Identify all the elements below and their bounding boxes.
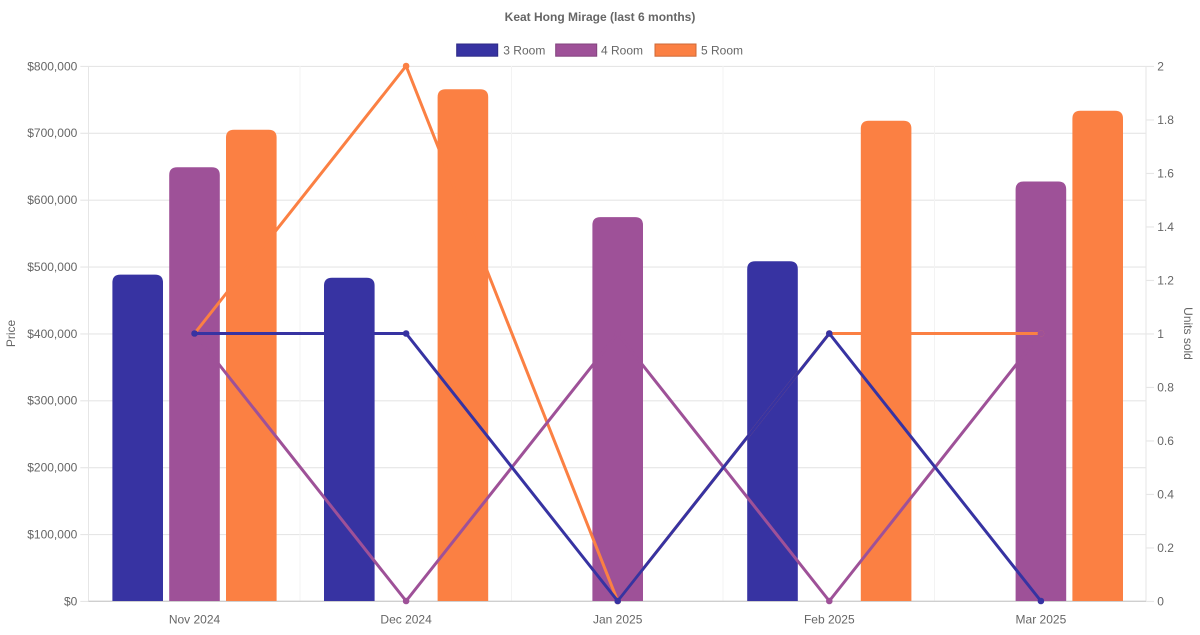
svg-text:$400,000: $400,000 (27, 327, 77, 341)
svg-text:1: 1 (1157, 327, 1164, 341)
svg-text:1.8: 1.8 (1157, 113, 1174, 127)
svg-text:2: 2 (1157, 59, 1164, 73)
svg-text:1.4: 1.4 (1157, 220, 1174, 234)
svg-text:0.4: 0.4 (1157, 487, 1174, 501)
svg-text:Mar 2025: Mar 2025 (1016, 613, 1067, 627)
svg-text:Jan 2025: Jan 2025 (593, 613, 643, 627)
svg-text:Feb 2025: Feb 2025 (804, 613, 855, 627)
svg-text:1.2: 1.2 (1157, 273, 1174, 287)
svg-text:Units sold: Units sold (1181, 307, 1195, 360)
svg-text:$200,000: $200,000 (27, 461, 77, 475)
svg-text:0.2: 0.2 (1157, 541, 1174, 555)
svg-text:Keat Hong Mirage (last 6 month: Keat Hong Mirage (last 6 months) (505, 10, 696, 24)
svg-text:Price: Price (4, 320, 18, 348)
svg-text:$0: $0 (64, 594, 78, 608)
svg-text:0.8: 0.8 (1157, 380, 1174, 394)
svg-text:$100,000: $100,000 (27, 527, 77, 541)
svg-text:0.6: 0.6 (1157, 434, 1174, 448)
svg-text:$300,000: $300,000 (27, 394, 77, 408)
svg-text:Dec 2024: Dec 2024 (380, 613, 432, 627)
svg-text:3 Room: 3 Room (503, 43, 545, 57)
svg-text:1.6: 1.6 (1157, 166, 1174, 180)
svg-text:4 Room: 4 Room (601, 43, 643, 57)
svg-text:$700,000: $700,000 (27, 126, 77, 140)
svg-text:5 Room: 5 Room (701, 43, 743, 57)
svg-text:Nov 2024: Nov 2024 (169, 613, 221, 627)
svg-text:$500,000: $500,000 (27, 260, 77, 274)
svg-text:$800,000: $800,000 (27, 59, 77, 73)
svg-text:$600,000: $600,000 (27, 193, 77, 207)
svg-text:0: 0 (1157, 594, 1164, 608)
